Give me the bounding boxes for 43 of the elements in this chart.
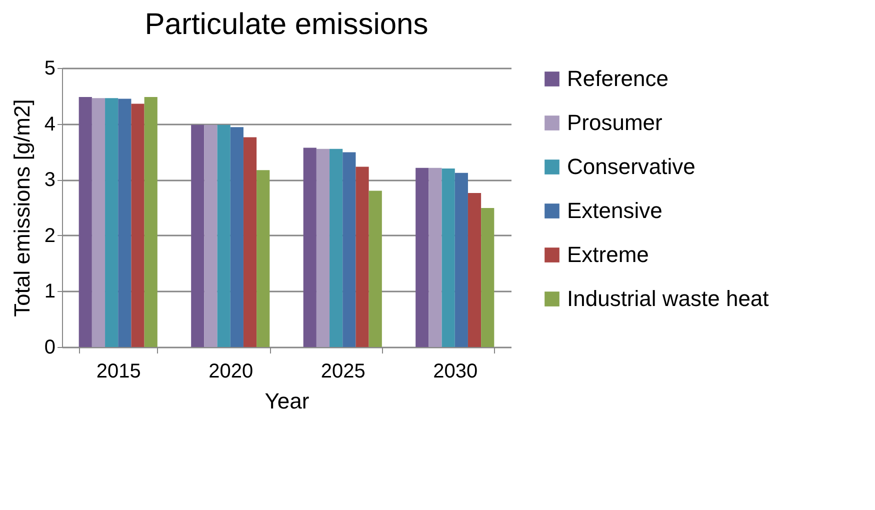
legend-label: Industrial waste heat	[567, 286, 769, 311]
y-tick-label: 4	[44, 113, 56, 136]
chart-title: Particulate emissions	[144, 8, 428, 41]
y-axis-title: Total emissions [g/m2]	[9, 99, 34, 317]
legend-label: Reference	[567, 66, 669, 91]
x-tick-label: 2030	[433, 360, 478, 382]
bar	[316, 148, 330, 347]
bar	[217, 124, 230, 347]
bar	[204, 124, 218, 347]
legend-label: Prosumer	[567, 110, 662, 135]
x-tick-label: 2020	[208, 360, 254, 382]
bar	[442, 168, 455, 347]
y-tick-label: 0	[44, 336, 56, 358]
bar	[303, 148, 316, 347]
x-tick-label: 2025	[320, 360, 366, 382]
bar	[256, 170, 270, 347]
bar	[356, 166, 369, 347]
bar	[428, 168, 442, 347]
bar	[342, 152, 356, 347]
bar	[78, 97, 92, 347]
legend-label: Conservative	[567, 154, 696, 179]
bar	[92, 98, 106, 347]
bar	[230, 127, 244, 347]
bar	[118, 98, 132, 347]
bar	[330, 148, 343, 347]
legend-label: Extensive	[567, 198, 662, 223]
bar	[131, 104, 144, 347]
bar	[454, 172, 468, 347]
y-tick-label: 1	[44, 280, 56, 303]
x-axis-title: Year	[264, 388, 310, 414]
bar	[481, 208, 494, 347]
bar	[243, 137, 257, 347]
bar	[191, 124, 204, 347]
y-tick-label: 2	[44, 224, 56, 247]
legend-label: Extreme	[567, 242, 649, 267]
y-tick-label: 3	[44, 169, 56, 192]
y-tick-label: 5	[44, 58, 56, 80]
bar	[416, 168, 429, 347]
bar	[368, 190, 382, 347]
bar	[105, 98, 118, 347]
bar	[468, 192, 482, 347]
bar	[144, 97, 158, 347]
x-tick-label: 2015	[96, 360, 141, 382]
